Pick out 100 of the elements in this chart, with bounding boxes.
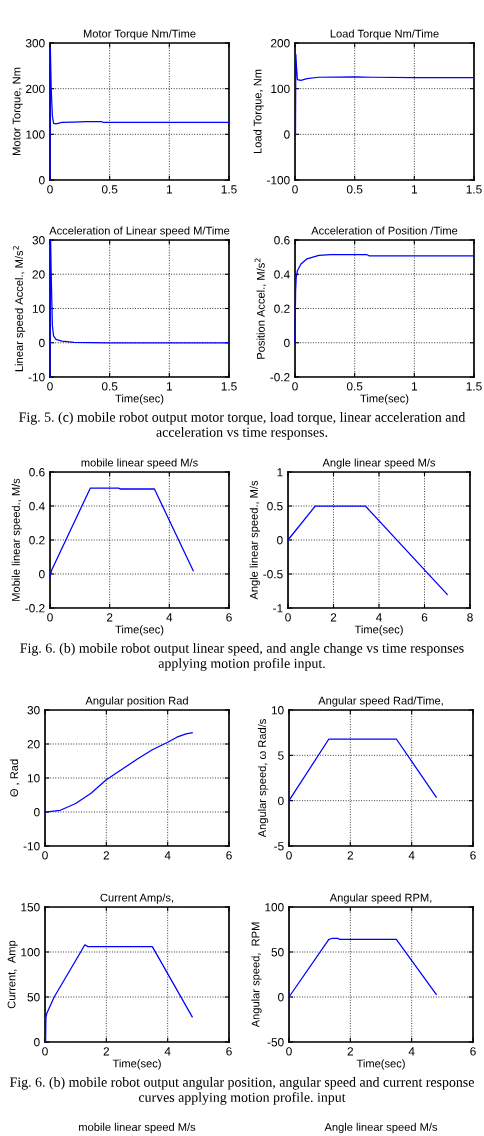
y-axis-title: Angle linear speed., M/s: [249, 480, 261, 600]
chart-title: Angular speed RPM,: [329, 893, 432, 904]
y-axis-title: Current, Amp: [7, 940, 18, 1009]
x-tick-label: 6: [470, 1047, 476, 1056]
y-tick-label: 0.6: [274, 236, 290, 245]
y-tick-label: 0: [284, 338, 290, 348]
chart-title: Motor Torque Nm/Time: [83, 29, 196, 40]
x-tick-label: 0: [292, 185, 298, 194]
y-tick-label: 30: [32, 236, 45, 245]
x-tick-label: 6: [470, 851, 476, 860]
y-tick-label: 50: [27, 993, 40, 1002]
y-tick-label: 0: [278, 993, 284, 1002]
y-axis-title: Angular speed, ω Rad/s: [257, 719, 269, 838]
y-tick-label: 0: [34, 1038, 40, 1047]
caption: Fig. 6. (b) mobile robot output angular position, angular speed and current response curves applying motion profile. input: [10, 1077, 474, 1105]
y-tick-label: -50: [267, 1038, 284, 1047]
x-tick-label: 1.5: [221, 185, 237, 194]
y-tick-label: -1: [273, 604, 283, 613]
chart-title: Load Torque Nm/Time: [330, 29, 439, 40]
x-tick-label: 0: [292, 382, 298, 391]
x-tick-label: 6: [226, 1047, 232, 1056]
y-axis-title: Angular speed, RPM: [251, 922, 262, 1028]
y-axis-title: Motor Torque, Nm: [12, 67, 23, 155]
y-tick-label: 0: [278, 796, 284, 806]
x-axis-title: Time(sec): [115, 625, 164, 636]
y-tick-label: 10: [32, 304, 45, 313]
y-tick-label: 200: [271, 39, 290, 48]
y-tick-label: -0.2: [25, 604, 45, 613]
x-tick-label: 0: [47, 185, 53, 194]
y-tick-label: -100: [267, 176, 290, 185]
chart-title: Angular position Rad: [85, 696, 188, 707]
x-tick-label: 4: [164, 1047, 171, 1056]
caption: Fig. 5. (c) mobile robot output motor torque, load torque, linear acceleration and acceleration vs time responses.: [19, 412, 466, 440]
x-tick-label: 0.5: [101, 185, 118, 194]
y-tick-label: 100: [271, 84, 290, 94]
x-tick-label: 1: [166, 185, 173, 194]
x-tick-label: 8: [467, 613, 473, 622]
x-tick-label: 0.5: [101, 382, 118, 391]
line-series: [294, 53, 475, 135]
text: Angle linear speed M/s: [324, 1122, 438, 1134]
x-tick-label: 0: [47, 382, 53, 391]
y-tick-label: 0: [39, 338, 45, 348]
y-tick-label: -5: [274, 842, 284, 851]
line-series: [49, 487, 194, 579]
x-tick-label: 2: [103, 851, 110, 860]
y-tick-label: -0.5: [263, 570, 283, 579]
x-tick-label: 4: [408, 1047, 415, 1056]
x-tick-label: 4: [166, 613, 173, 622]
caption: Fig. 6. (b) mobile robot output linear speed, and angle change vs time responses applying motion profile input.: [20, 643, 464, 671]
y-tick-label: 300: [25, 39, 45, 48]
y-tick-label: 150: [21, 903, 40, 912]
y-tick-label: 50: [271, 948, 284, 957]
y-tick-label: 30: [27, 706, 40, 715]
y-tick-label: 0: [34, 808, 40, 817]
x-tick-label: 6: [226, 613, 232, 622]
x-tick-label: 1: [411, 185, 418, 194]
y-tick-label: 0: [39, 176, 45, 185]
y-tick-label: 10: [27, 774, 40, 783]
line-series: [49, 46, 230, 181]
y-tick-label: 0.2: [29, 536, 45, 545]
y-tick-label: 0.4: [29, 502, 45, 511]
y-tick-label: -10: [23, 842, 40, 851]
chart-title: mobile linear speed M/s: [81, 458, 198, 469]
x-axis-title: Time(sec): [354, 625, 403, 636]
y-tick-label: 200: [26, 84, 45, 94]
x-tick-label: 1.5: [221, 382, 237, 391]
y-tick-label: 0.5: [267, 502, 283, 511]
y-tick-label: 10: [271, 706, 284, 715]
chart-title: Current Amp/s,: [100, 893, 174, 904]
chart-title: Acceleration of Linear speed M/Time: [49, 226, 230, 237]
y-tick-label: 0: [284, 130, 290, 139]
y-axis-title: Position Accel., M/s$^{2}$: [254, 258, 267, 359]
x-tick-label: 6: [226, 851, 232, 860]
y-tick-label: 100: [26, 130, 45, 139]
y-tick-label: -10: [28, 373, 45, 382]
text: mobile linear speed M/s: [79, 1122, 196, 1134]
chart-title: Angle linear speed M/s: [322, 458, 436, 469]
y-tick-label: -0.2: [270, 373, 290, 382]
x-tick-label: 6: [421, 613, 428, 622]
x-tick-label: 2: [347, 851, 354, 860]
line-series: [49, 239, 230, 378]
x-axis-title: Time(sec): [360, 394, 409, 405]
line-series: [294, 253, 475, 344]
x-axis-title: Time(sec): [115, 394, 164, 405]
y-tick-label: 100: [265, 903, 284, 912]
x-axis-title: Time(sec): [356, 1059, 405, 1070]
y-axis-title: Mobile linear speed., M/s: [11, 478, 23, 601]
x-tick-label: 2: [347, 1047, 354, 1056]
line-series: [288, 937, 437, 998]
x-tick-label: 2: [106, 613, 113, 622]
chart-title: Acceleration of Position /Time: [311, 226, 458, 235]
line-series: [44, 944, 193, 1043]
x-tick-label: 4: [375, 613, 382, 622]
y-tick-label: 0.2: [274, 304, 290, 313]
x-tick-label: 0: [47, 613, 53, 622]
x-tick-label: 2: [103, 1047, 110, 1056]
x-tick-label: 1: [166, 382, 173, 391]
y-axis-title: Θ , Rad: [9, 759, 20, 797]
y-tick-label: 0: [277, 536, 283, 545]
y-axis-title: Load Torque, Nm: [253, 69, 264, 154]
